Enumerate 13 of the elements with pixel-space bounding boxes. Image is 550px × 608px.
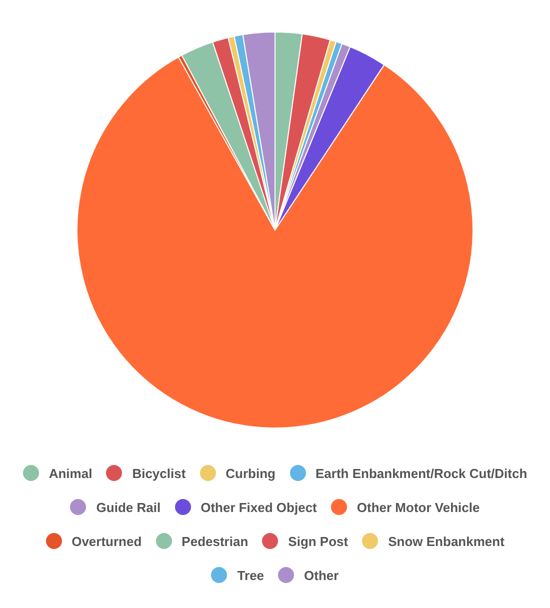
legend-label: Overturned xyxy=(72,534,142,548)
legend-label: Guide Rail xyxy=(96,500,161,514)
legend-label: Other xyxy=(304,568,339,582)
legend-label: Other Fixed Object xyxy=(200,500,317,514)
legend-label: Animal xyxy=(48,466,92,480)
legend-label: Tree xyxy=(237,568,264,582)
legend-label: Curbing xyxy=(226,466,276,480)
legend-label: Pedestrian xyxy=(182,534,248,548)
legend-label: Sign Post xyxy=(288,534,348,548)
legend-label: Snow Enbankment xyxy=(388,534,504,548)
legend-label: Earth Enbankment/Rock Cut/Ditch xyxy=(316,466,528,480)
legend-label: Other Motor Vehicle xyxy=(356,500,480,514)
legend-label: Bicyclist xyxy=(132,466,186,480)
